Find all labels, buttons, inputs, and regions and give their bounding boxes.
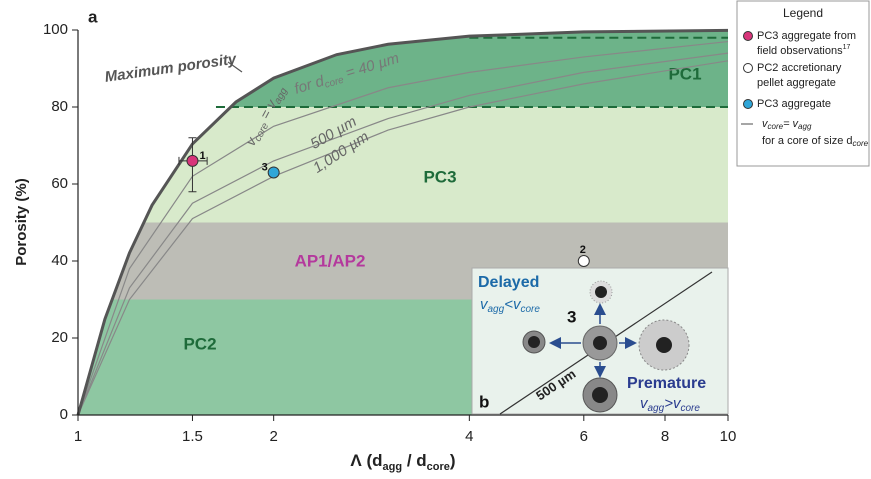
legend-text: pellet aggregate: [757, 77, 836, 89]
x-axis-label: Λ (dagg / dcore): [350, 451, 455, 472]
legend-text: for a core of size dcore: [762, 135, 869, 148]
x-label-part: ): [450, 451, 456, 470]
y-tick-label: 80: [51, 98, 68, 115]
particle-core: [592, 387, 608, 403]
data-point: [267, 166, 280, 179]
x-label-sub: agg: [383, 461, 403, 473]
max-curve: [76, 28, 729, 416]
x-tick-label: 6: [580, 428, 588, 445]
legend-sub: core: [768, 122, 784, 131]
premature-label: Premature: [627, 375, 706, 392]
r: v: [640, 395, 649, 412]
x-label-part: / d: [402, 451, 427, 470]
legend-part: v: [762, 118, 769, 130]
point-label: 1: [199, 150, 205, 162]
x-tick-label: 1.5: [182, 428, 203, 445]
legend-sub: agg: [798, 122, 812, 131]
legend-part: field observations: [757, 45, 843, 57]
region-label: PC3: [423, 167, 456, 186]
legend-sup: 17: [843, 44, 851, 51]
region-label: PC2: [183, 334, 216, 353]
point-label: 2: [580, 244, 586, 256]
y-tick-label: 100: [43, 21, 68, 38]
x-tick-label: 2: [269, 428, 277, 445]
legend-text: PC3 aggregate from: [757, 30, 856, 42]
x-label-part: (d: [366, 451, 382, 470]
legend-text: vcore= vagg: [762, 118, 812, 131]
region-label: AP1/AP2: [295, 251, 366, 270]
r-sub: agg: [488, 304, 505, 315]
panel-label: a: [88, 7, 98, 26]
r-sub: core: [680, 403, 700, 414]
r: >: [664, 395, 673, 412]
x-tick-label: 4: [465, 428, 473, 445]
delayed-relation: vagg<vcore: [480, 296, 540, 315]
y-tick-label: 40: [51, 252, 68, 269]
max-curve-label: Maximum porosity: [104, 51, 238, 86]
legend-swatch: [743, 31, 753, 41]
legend-swatch: [743, 99, 753, 109]
r: v: [480, 296, 489, 313]
inset: 500 µm b Delayed vagg<vcore Premature va…: [471, 267, 729, 415]
inset-center-label: 3: [567, 307, 576, 326]
data-point: [186, 154, 199, 167]
r: <: [504, 296, 513, 313]
y-axis-label: Porosity (%): [13, 178, 30, 266]
x-tick-label: 8: [661, 428, 669, 445]
delayed-label: Delayed: [478, 274, 539, 291]
y-tick-label: 0: [60, 406, 68, 423]
r-sub: core: [520, 304, 540, 315]
legend-sub: core: [853, 139, 869, 148]
legend-text: PC3 aggregate: [757, 98, 831, 110]
legend-part: v: [793, 118, 800, 130]
legend-title: Legend: [783, 6, 823, 20]
data-point: [577, 255, 590, 267]
premature-relation: vagg>vcore: [640, 395, 700, 414]
r-sub: agg: [648, 403, 665, 414]
particle-core: [528, 336, 540, 348]
legend-frame: [736, 0, 870, 167]
x-tick-label: 10: [720, 428, 737, 445]
velocity-curve: [77, 40, 729, 416]
x-tick-label: 1: [74, 428, 82, 445]
velocity-curve: [77, 60, 729, 416]
v-part: =: [254, 103, 276, 125]
inset-label: b: [479, 392, 489, 411]
legend-part: =: [783, 118, 792, 130]
r: v: [513, 296, 522, 313]
legend-text: PC2 accretionary: [757, 62, 842, 74]
particle-core: [595, 286, 607, 298]
legend-text: field observations17: [757, 44, 851, 57]
legend: Legend PC3 aggregate from field observat…: [736, 0, 870, 167]
x-label-part: Λ: [350, 451, 362, 470]
legend-part: for a core of size d: [762, 135, 853, 147]
legend-swatch: [743, 63, 753, 73]
velocity-curve: [77, 52, 729, 416]
r: v: [673, 395, 682, 412]
x-label-sub: core: [427, 461, 450, 473]
point-label: 3: [262, 161, 268, 173]
max-label-pointer: [227, 61, 243, 73]
y-tick-label: 20: [51, 329, 68, 346]
region-band: [78, 107, 728, 223]
y-tick-label: 60: [51, 175, 68, 192]
particle-core: [656, 337, 672, 353]
particle-core: [593, 336, 607, 350]
